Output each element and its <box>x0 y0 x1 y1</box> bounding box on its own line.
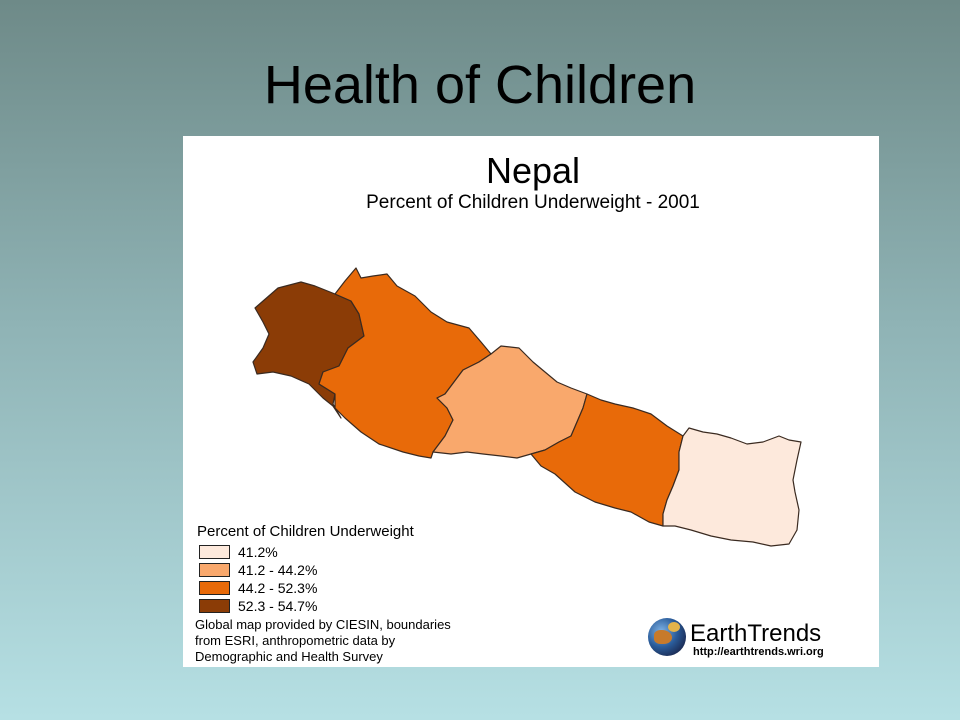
map-title: Nepal <box>485 150 581 191</box>
legend-label: 52.3 - 54.7% <box>238 598 318 614</box>
brand-url: http://earthtrends.wri.org <box>693 646 824 658</box>
map-panel: Nepal Percent of Children Underweight - … <box>183 136 879 667</box>
credits-line: Global map provided by CIESIN, boundarie… <box>195 617 451 632</box>
legend-title: Percent of Children Underweight <box>197 523 414 540</box>
nepal-map <box>252 267 802 547</box>
legend-item: 52.3 - 54.7% <box>199 597 414 615</box>
legend-label: 41.2% <box>238 544 278 560</box>
slide-title: Health of Children <box>263 55 697 115</box>
legend-item: 41.2 - 44.2% <box>199 561 414 579</box>
legend-swatch <box>199 563 230 577</box>
credits-line: Demographic and Health Survey <box>195 649 383 664</box>
legend: Percent of Children Underweight 41.2% 41… <box>197 523 414 615</box>
legend-label: 41.2 - 44.2% <box>238 562 318 578</box>
legend-swatch <box>199 599 230 613</box>
brand-name: EarthTrends <box>690 620 822 647</box>
legend-swatch <box>199 545 230 559</box>
region-central <box>530 393 684 527</box>
earthtrends-logo: EarthTrends http://earthtrends.wri.org <box>648 614 873 664</box>
region-eastern <box>662 427 802 547</box>
globe-icon <box>648 618 686 656</box>
source-credits: Global map provided by CIESIN, boundarie… <box>195 617 505 665</box>
region-western <box>432 345 588 459</box>
legend-label: 44.2 - 52.3% <box>238 580 318 596</box>
legend-item: 44.2 - 52.3% <box>199 579 414 597</box>
map-subtitle: Percent of Children Underweight - 2001 <box>366 192 700 213</box>
legend-swatch <box>199 581 230 595</box>
credits-line: from ESRI, anthropometric data by <box>195 633 396 648</box>
legend-item: 41.2% <box>199 543 414 561</box>
